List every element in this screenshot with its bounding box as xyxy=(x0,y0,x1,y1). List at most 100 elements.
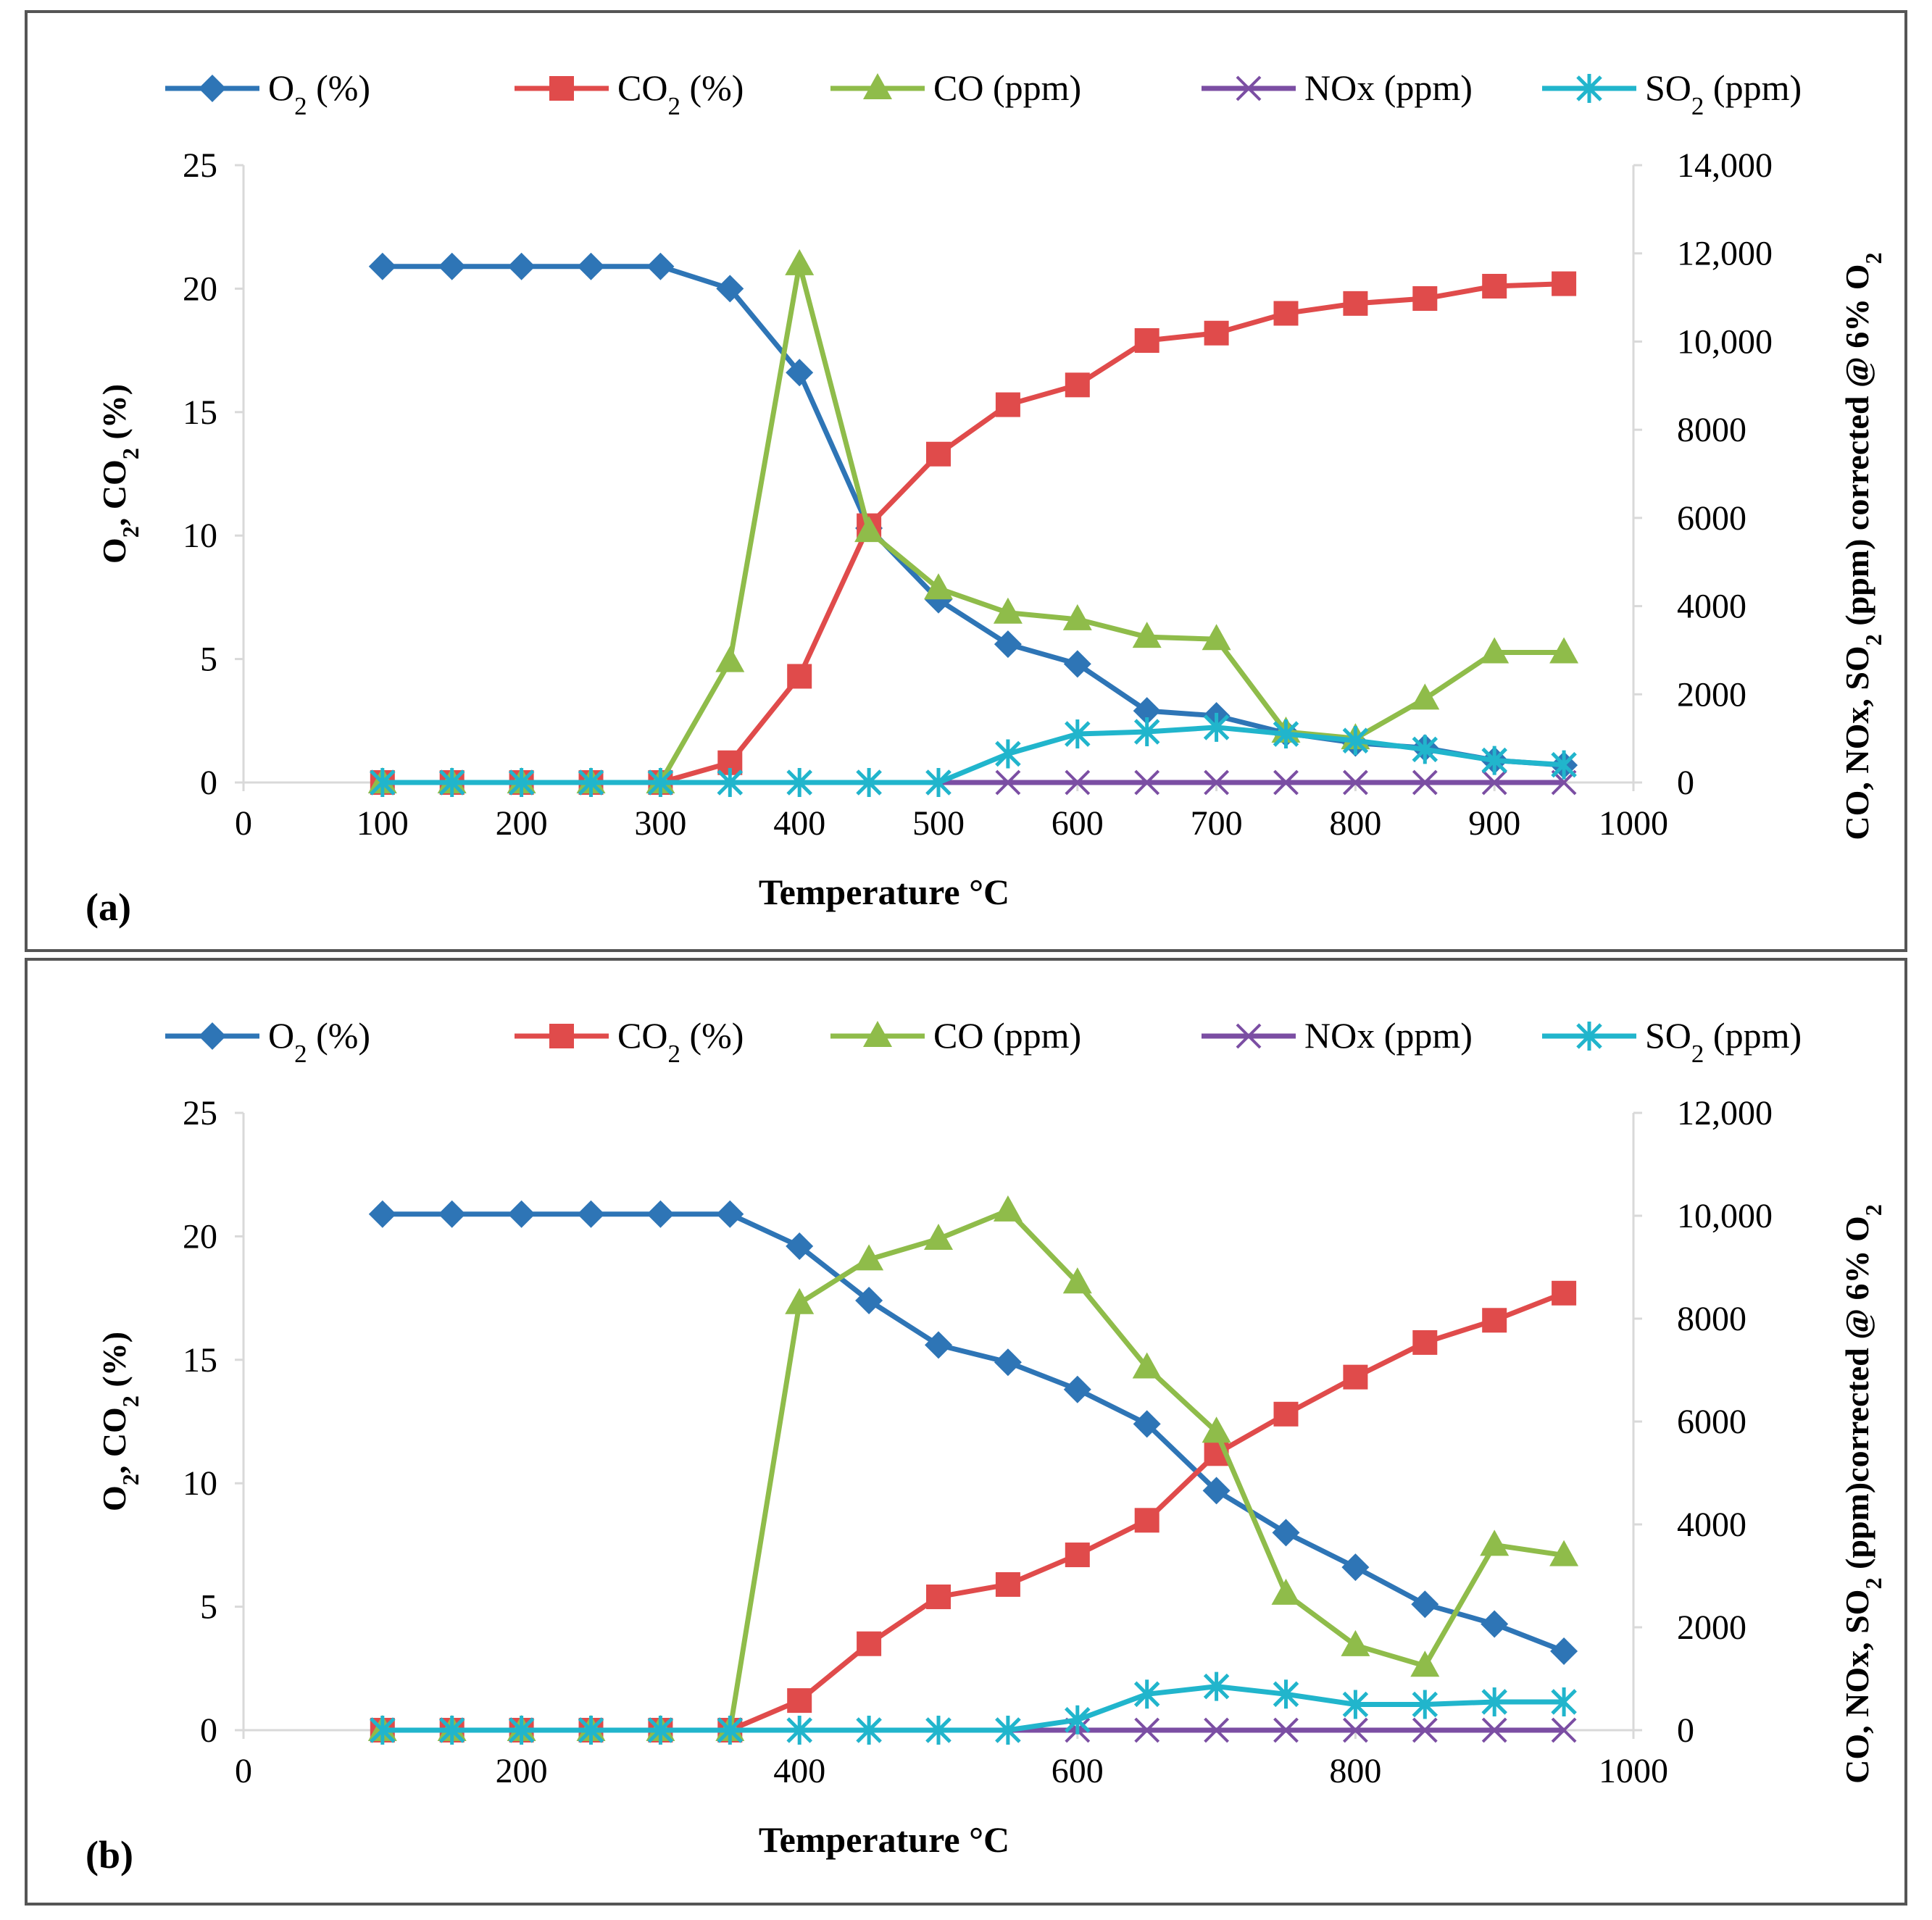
data-point-asterisk xyxy=(647,1716,674,1745)
data-point-asterisk xyxy=(1551,1687,1577,1716)
x-axis-title: Temperature °C xyxy=(759,1819,1009,1860)
legend-item-co-ppm: CO (ppm) xyxy=(830,1015,1081,1056)
data-point-square xyxy=(1482,273,1507,299)
x-axis-title: Temperature °C xyxy=(759,872,1009,912)
data-point-asterisk xyxy=(438,1716,465,1745)
y-right-tick-label: 4000 xyxy=(1677,588,1746,626)
series-line xyxy=(382,1684,1565,1733)
legend-label: O2 (%) xyxy=(268,1015,370,1068)
series-so-ppm xyxy=(370,1671,1577,1745)
data-point-triangle xyxy=(1549,1540,1579,1566)
data-point-x xyxy=(1342,769,1368,796)
data-point-square xyxy=(995,1572,1020,1597)
data-point-diamond xyxy=(1133,697,1161,725)
data-point-x xyxy=(1412,769,1438,796)
series-co xyxy=(370,1280,1577,1742)
data-point-asterisk xyxy=(508,1716,535,1745)
data-point-triangle xyxy=(715,646,745,672)
data-point-triangle xyxy=(854,516,884,543)
data-point-triangle xyxy=(924,1223,953,1250)
data-point-square xyxy=(995,392,1020,417)
data-point-diamond xyxy=(1063,1375,1091,1403)
chart-panel-a: O2 (%) CO2 (%) CO (ppm) NOx (ppm) SO2 (ppm) 0… xyxy=(25,10,1907,952)
x-tick-label: 600 xyxy=(1052,1752,1104,1790)
data-point-asterisk xyxy=(925,768,952,797)
x-tick-label: 800 xyxy=(1329,804,1381,843)
series-line xyxy=(382,264,1565,768)
y-right-tick-label: 10,000 xyxy=(1677,1197,1773,1235)
data-point-x xyxy=(1412,1717,1438,1743)
chart-panel-b: O2 (%) CO2 (%) CO (ppm) NOx (ppm) SO2 (ppm) 0… xyxy=(25,958,1907,1906)
data-point-asterisk xyxy=(925,1716,952,1745)
data-point-diamond xyxy=(786,359,814,387)
chart-a: O2 (%) CO2 (%) CO (ppm) NOx (ppm) SO2 (ppm) 0… xyxy=(86,67,1886,929)
x-tick-label: 200 xyxy=(496,804,548,843)
data-point-square xyxy=(1134,327,1159,353)
data-point-square xyxy=(1552,271,1577,296)
y-left-tick-label: 25 xyxy=(183,146,217,185)
data-point-asterisk xyxy=(1551,750,1577,780)
series-o xyxy=(368,1200,1578,1665)
y-left-tick-label: 25 xyxy=(183,1094,217,1132)
data-point-triangle xyxy=(1132,1352,1162,1379)
data-point-square xyxy=(857,1631,882,1656)
x-tick-label: 0 xyxy=(235,804,252,843)
data-point-x xyxy=(1551,1717,1577,1743)
y-right-tick-label: 12,000 xyxy=(1677,1094,1773,1132)
series-line xyxy=(382,725,1565,785)
data-point-x xyxy=(995,769,1021,796)
legend-marker-square xyxy=(549,1024,574,1048)
y-right-tick-label: 4000 xyxy=(1677,1506,1746,1544)
legend-item-o: O2 (%) xyxy=(165,1015,370,1068)
legend-marker-diamond xyxy=(199,1022,226,1050)
data-point-diamond xyxy=(994,630,1022,659)
series-line xyxy=(382,1290,1565,1733)
data-point-asterisk xyxy=(786,768,812,797)
data-point-square xyxy=(787,1688,812,1714)
data-point-square xyxy=(1273,301,1299,326)
y-right-tick-label: 10,000 xyxy=(1677,322,1773,361)
x-tick-label: 900 xyxy=(1468,804,1520,843)
y-left-tick-label: 0 xyxy=(200,1711,217,1750)
legend-label: SO2 (ppm) xyxy=(1645,67,1802,120)
data-point-asterisk xyxy=(1412,735,1438,764)
y-right-tick-label: 0 xyxy=(1677,764,1694,802)
data-point-asterisk xyxy=(1273,1679,1299,1709)
data-point-x xyxy=(1273,769,1299,796)
data-point-triangle xyxy=(1062,604,1092,630)
data-point-asterisk xyxy=(508,768,535,797)
data-point-x xyxy=(1342,1717,1368,1743)
x-tick-label: 800 xyxy=(1329,1752,1381,1790)
data-point-asterisk xyxy=(370,768,396,797)
series-co-ppm xyxy=(367,1195,1579,1741)
panel-label: (a) xyxy=(86,885,131,929)
legend-label: CO2 (%) xyxy=(617,67,744,120)
y-left-tick-label: 10 xyxy=(183,517,217,555)
panel-label: (b) xyxy=(86,1833,133,1877)
chart-b: O2 (%) CO2 (%) CO (ppm) NOx (ppm) SO2 (ppm) 0… xyxy=(86,1015,1886,1877)
legend-item-o: O2 (%) xyxy=(165,67,370,120)
data-point-triangle xyxy=(993,1195,1023,1222)
data-point-diamond xyxy=(1133,1410,1161,1438)
data-point-diamond xyxy=(1063,650,1091,678)
data-point-diamond xyxy=(1341,1553,1370,1582)
data-point-asterisk xyxy=(578,768,604,797)
data-point-asterisk xyxy=(1481,1687,1507,1716)
data-point-asterisk xyxy=(1273,719,1299,749)
legend-marker-triangle xyxy=(863,73,892,99)
y-left-tick-label: 15 xyxy=(183,1341,217,1380)
legend-label: CO2 (%) xyxy=(617,1015,744,1068)
series-line xyxy=(382,1208,1565,1733)
data-point-diamond xyxy=(1411,1590,1439,1619)
data-point-diamond xyxy=(1272,1519,1300,1547)
data-point-square xyxy=(1552,1280,1577,1306)
data-point-asterisk xyxy=(1203,712,1230,742)
series-co-ppm xyxy=(367,249,1579,793)
y-left-tick-label: 0 xyxy=(200,764,217,802)
y-left-tick-label: 10 xyxy=(183,1464,217,1503)
data-point-x xyxy=(1204,769,1230,796)
data-point-asterisk xyxy=(1203,1671,1230,1701)
series-line xyxy=(382,281,1565,785)
data-point-asterisk xyxy=(1065,719,1091,749)
data-point-triangle xyxy=(1271,1578,1301,1605)
